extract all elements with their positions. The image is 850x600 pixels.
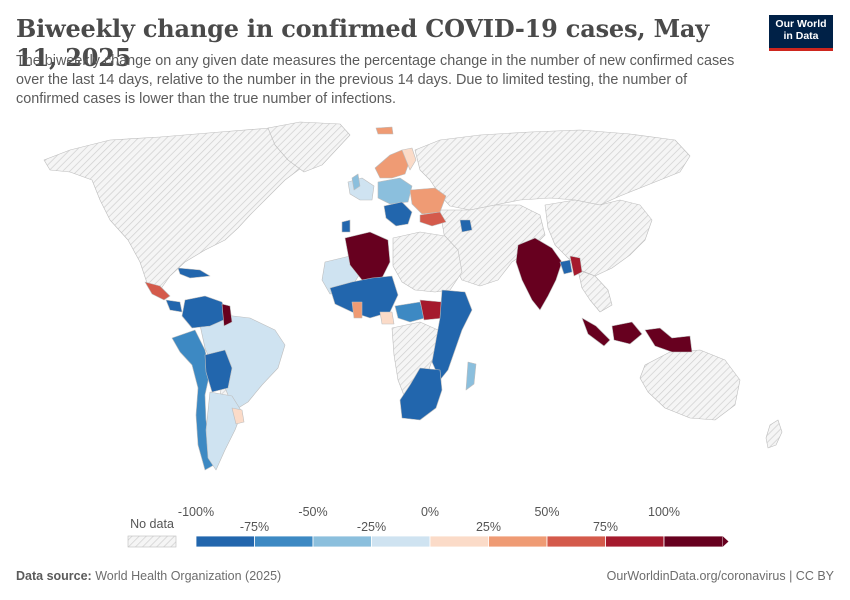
legend-no-data-swatch[interactable] (127, 535, 177, 548)
legend-tick-upper: 50% (534, 505, 559, 519)
footer-source-label: Data source: (16, 569, 92, 583)
owid-logo[interactable]: Our World in Data (769, 15, 833, 51)
region-turkey[interactable] (419, 211, 447, 227)
legend-no-data-label: No data (130, 517, 174, 531)
legend-bin[interactable] (546, 535, 606, 548)
region-greenland[interactable] (267, 121, 351, 173)
region-sulawesi-papua[interactable] (644, 327, 693, 353)
legend-bin[interactable] (488, 535, 548, 548)
region-argentina[interactable] (205, 391, 243, 471)
logo-line-1: Our World (775, 18, 827, 30)
region-east-africa[interactable] (431, 289, 473, 381)
region-uk[interactable] (351, 173, 361, 191)
legend-tick-upper: -50% (298, 505, 327, 519)
region-southern-africa[interactable] (399, 367, 443, 421)
region-iceland[interactable] (375, 126, 394, 135)
region-myanmar[interactable] (569, 255, 583, 277)
world-map[interactable] (0, 110, 850, 495)
region-sahel[interactable] (329, 275, 399, 319)
region-morocco[interactable] (341, 219, 351, 233)
legend-tick-lower: 25% (476, 520, 501, 534)
region-cameroon[interactable] (379, 311, 395, 325)
legend-tick-lower: -75% (240, 520, 269, 534)
region-new-zealand[interactable] (765, 419, 783, 449)
region-southeast-asia[interactable] (577, 269, 613, 313)
region-north-america[interactable] (43, 124, 346, 291)
legend-open-end-arrow (722, 536, 729, 547)
footer-source-value: World Health Organization (2025) (95, 569, 282, 583)
region-finland[interactable] (401, 147, 417, 171)
legend-bin[interactable] (605, 535, 665, 548)
region-algeria[interactable] (344, 231, 391, 281)
region-russia-north-asia[interactable] (414, 129, 691, 211)
chart-subtitle: The biweekly change on any given date me… (16, 53, 735, 107)
region-java-borneo[interactable] (611, 321, 643, 345)
region-ukraine[interactable] (409, 187, 447, 215)
region-central-europe[interactable] (377, 177, 413, 205)
region-scandinavia[interactable] (374, 149, 411, 179)
region-india[interactable] (515, 237, 563, 311)
legend-tick-upper: -100% (178, 505, 214, 519)
footer-credit[interactable]: OurWorldinData.org/coronavirus | CC BY (606, 569, 834, 583)
region-guyana[interactable] (221, 303, 233, 327)
legend-bin[interactable] (195, 535, 255, 548)
legend-tick-lower: -25% (357, 520, 386, 534)
region-north-africa[interactable] (392, 231, 463, 293)
legend-bin[interactable] (254, 535, 314, 548)
region-greece-med[interactable] (459, 219, 473, 233)
legend-bin[interactable] (371, 535, 431, 548)
region-balkans[interactable] (383, 201, 413, 227)
region-uruguay[interactable] (231, 407, 245, 425)
region-ghana[interactable] (351, 301, 363, 319)
region-panama[interactable] (165, 299, 183, 313)
color-legend: No data -100% -50% 0% 50% 100% -75% -25% 25% 75% (127, 505, 729, 548)
region-bolivia-paraguay[interactable] (204, 349, 233, 393)
legend-tick-lower: 75% (593, 520, 618, 534)
legend-bin[interactable] (663, 535, 723, 548)
legend-bin[interactable] (312, 535, 372, 548)
chart-title: Biweekly change in confirmed COVID-19 ca… (16, 14, 710, 72)
region-central-america[interactable] (144, 281, 171, 301)
region-colombia-venezuela[interactable] (181, 295, 229, 329)
region-caribbean[interactable] (177, 267, 211, 279)
region-madagascar[interactable] (465, 361, 477, 391)
region-central-africa[interactable] (394, 301, 426, 323)
region-bangladesh[interactable] (559, 259, 573, 275)
logo-line-2: in Data (783, 30, 819, 42)
legend-tick-upper: 0% (421, 505, 439, 519)
region-australia[interactable] (639, 349, 741, 421)
legend-bin[interactable] (429, 535, 489, 548)
footer-source[interactable]: Data source: World Health Organization (… (16, 569, 281, 583)
region-sumatra[interactable] (581, 317, 611, 347)
legend-tick-upper: 100% (648, 505, 680, 519)
region-iberia-west-europe[interactable] (347, 177, 375, 201)
